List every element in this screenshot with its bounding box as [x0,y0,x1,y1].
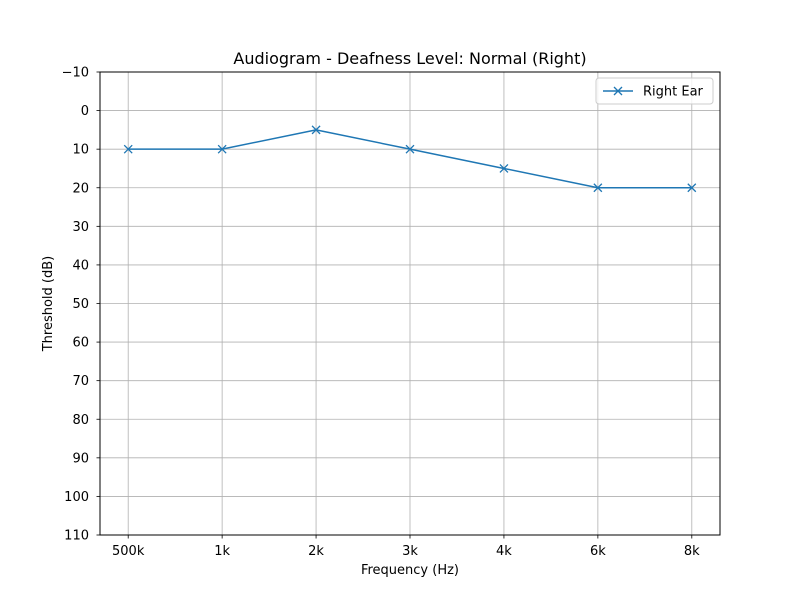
marker-stroke [613,86,623,96]
y-tick-label: 20 [72,181,89,196]
x-tick-label: 1k [214,544,230,559]
x-tick-label: 3k [402,544,418,559]
data-point-marker [217,144,227,154]
legend-marker-icon [613,86,623,96]
x-tick-label: 2k [308,544,324,559]
marker-stroke [593,183,603,193]
x-tick-label: 500k [112,544,145,559]
marker-stroke [499,163,509,173]
y-tick-label: 30 [72,220,89,235]
marker-stroke [405,144,415,154]
x-tick-label: 6k [590,544,606,559]
y-tick-label: 10 [72,143,89,158]
data-point-marker [687,183,697,193]
series-layer [123,125,697,193]
marker-stroke [217,144,227,154]
marker-stroke [123,144,133,154]
chart-title: Audiogram - Deafness Level: Normal (Righ… [233,49,586,68]
data-point-marker [311,125,321,135]
marker-stroke [687,183,697,193]
y-tick-label: 110 [64,529,89,544]
y-tick-label: 90 [72,451,89,466]
data-point-marker [405,144,415,154]
y-tick-label: 50 [72,297,89,312]
y-axis-label: Threshold (dB) [41,256,56,353]
legend: Right Ear [595,77,714,105]
y-tick-label: 0 [81,104,89,119]
data-point-marker [593,183,603,193]
y-tick-label: 60 [72,336,89,351]
data-point-marker [499,163,509,173]
y-tick-label: 40 [72,258,89,273]
x-axis-label: Frequency (Hz) [361,563,459,578]
x-tick-label: 4k [496,544,512,559]
legend-box [595,77,714,105]
y-tick-label: 70 [72,374,89,389]
y-tick-label: −10 [62,66,89,81]
data-point-marker [123,144,133,154]
legend-label: Right Ear [643,85,704,100]
ticks: 500k 1k 2k 3k 4k 6k 8k −10 0 10 20 30 40 50 60 70 80 90 10… [62,66,701,560]
y-tick-label: 80 [72,413,89,428]
x-tick-label: 8k [684,544,700,559]
y-tick-label: 100 [64,490,89,505]
legend-x-marker [613,86,623,96]
grid [100,71,720,536]
marker-stroke [311,125,321,135]
